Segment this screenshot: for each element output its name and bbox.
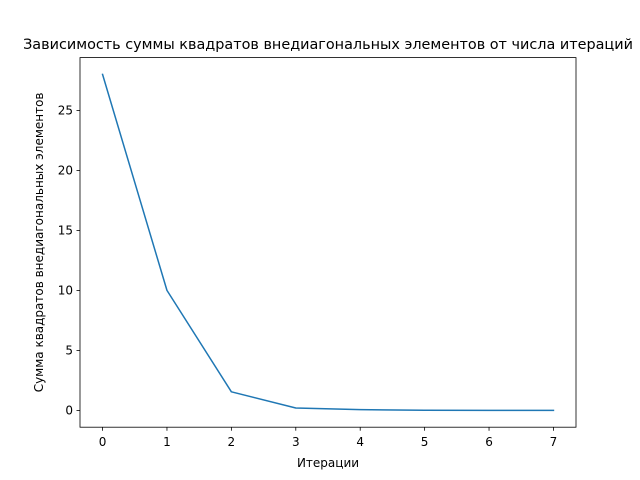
x-tick-label: 0 bbox=[99, 435, 107, 449]
data-point bbox=[231, 391, 232, 392]
y-tick-label: 25 bbox=[58, 104, 73, 118]
series-line-0 bbox=[101, 73, 555, 412]
x-tick-label: 2 bbox=[228, 435, 236, 449]
data-point bbox=[424, 410, 425, 411]
x-tick-label: 5 bbox=[421, 435, 429, 449]
chart-title: Зависимость суммы квадратов внедиагональ… bbox=[23, 37, 633, 53]
y-tick-label: 15 bbox=[58, 224, 73, 238]
x-tick-label: 3 bbox=[292, 435, 300, 449]
y-tick-label: 0 bbox=[65, 404, 73, 418]
y-tick-label: 20 bbox=[58, 164, 73, 178]
x-axis-label: Итерации bbox=[297, 456, 359, 470]
x-tick-label: 1 bbox=[163, 435, 171, 449]
y-axis-label: Сумма квадратов внедиагональных элементо… bbox=[32, 92, 46, 392]
data-point bbox=[488, 410, 489, 411]
y-tick-label: 5 bbox=[65, 344, 73, 358]
plot-area bbox=[101, 73, 555, 412]
y-tick-label: 10 bbox=[58, 284, 73, 298]
x-axis-ticks: 0 1 2 3 4 5 6 7 bbox=[99, 427, 558, 449]
data-point bbox=[102, 74, 103, 75]
x-tick-label: 4 bbox=[356, 435, 364, 449]
data-point bbox=[166, 290, 167, 291]
data-point bbox=[360, 409, 361, 410]
data-point bbox=[295, 407, 296, 408]
x-tick-label: 6 bbox=[485, 435, 493, 449]
x-tick-label: 7 bbox=[550, 435, 558, 449]
data-point bbox=[553, 410, 554, 411]
axes-frame bbox=[79, 57, 577, 428]
y-axis-ticks: 0 5 10 15 20 25 bbox=[58, 104, 80, 418]
